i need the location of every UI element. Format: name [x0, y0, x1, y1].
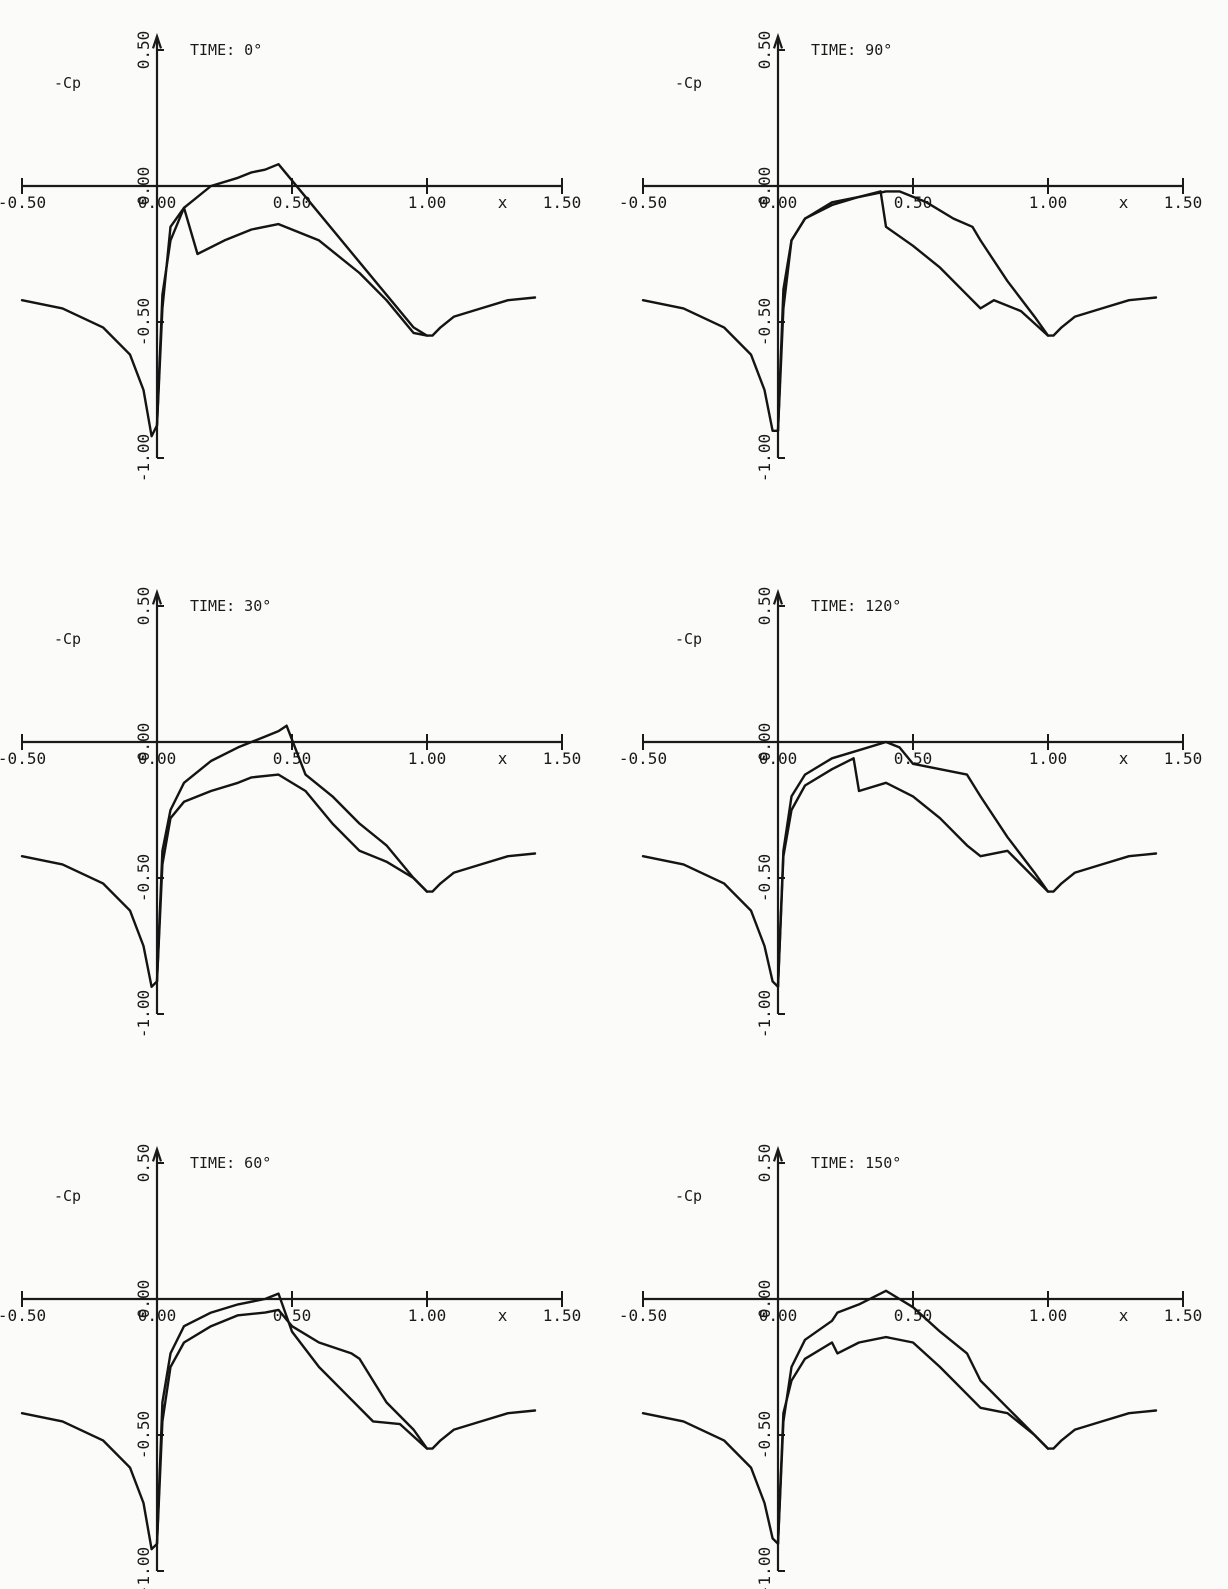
y-tick-label: 0.50: [134, 1144, 153, 1183]
series-line-upper-surface: [157, 1294, 427, 1544]
chart-panel-2: -0.50 0.00 0.50 1.00 1.500.500.00-0.50-1.00x…: [0, 587, 581, 1038]
chart-panel-6: -0.50 0.00 0.50 1.00 1.500.500.00-0.50-1.00x…: [619, 1144, 1202, 1589]
x-tick-label: 1.50: [543, 193, 582, 212]
y-tick-label: 0.50: [134, 31, 153, 70]
chart-title: TIME: 90°: [811, 41, 892, 59]
x-tick-label: -0.50: [619, 1306, 667, 1325]
x-tick-label: -0.50: [0, 193, 46, 212]
series-line-lower-surface: [643, 191, 1156, 430]
y-tick-label: -1.00: [134, 990, 153, 1038]
y-tick-label: -1.00: [134, 434, 153, 482]
y-tick-label: -1.00: [755, 434, 774, 482]
x-tick-label: 1.00: [1029, 749, 1068, 768]
x-tick-label: -0.50: [0, 749, 46, 768]
x-tick-label: 0.50: [894, 1306, 933, 1325]
series-line-upper-surface: [778, 1291, 1048, 1544]
y-tick-label: -0.50: [755, 1411, 774, 1459]
y-tick-label: -0.50: [755, 854, 774, 902]
chart-panel-5: -0.50 0.00 0.50 1.00 1.500.500.00-0.50-1.00x…: [619, 587, 1202, 1038]
chart-panel-3: -0.50 0.00 0.50 1.00 1.500.500.00-0.50-1.00x…: [0, 1144, 581, 1589]
series-line-lower-surface: [22, 775, 535, 987]
chart-title: TIME: 30°: [190, 597, 271, 615]
x-tick-label: -0.50: [619, 193, 667, 212]
x-axis-label: x: [498, 749, 508, 768]
y-axis-label: -Cp: [675, 1187, 702, 1205]
y-tick-label: 0.00: [755, 167, 774, 206]
y-axis-label: -Cp: [675, 74, 702, 92]
y-tick-label: 0.00: [755, 1280, 774, 1319]
x-tick-label: 0.50: [894, 749, 933, 768]
x-tick-label: 1.50: [1164, 749, 1203, 768]
chart-panel-1: -0.50 0.00 0.50 1.00 1.500.500.00-0.50-1.00x…: [0, 31, 581, 482]
x-tick-label: 1.50: [1164, 1306, 1203, 1325]
x-tick-label: 1.00: [408, 1306, 447, 1325]
y-tick-label: 0.50: [755, 587, 774, 626]
y-tick-label: -0.50: [134, 1411, 153, 1459]
y-tick-label: 0.00: [755, 723, 774, 762]
y-tick-label: 0.50: [134, 587, 153, 626]
x-tick-label: 1.50: [1164, 193, 1203, 212]
x-axis-label: x: [1119, 749, 1129, 768]
y-tick-label: -0.50: [755, 298, 774, 346]
y-tick-label: 0.50: [755, 31, 774, 70]
chart-title: TIME: 0°: [190, 41, 262, 59]
chart-title: TIME: 60°: [190, 1154, 271, 1172]
x-tick-label: -0.50: [619, 749, 667, 768]
y-tick-label: -0.50: [134, 298, 153, 346]
y-axis-label: -Cp: [675, 630, 702, 648]
series-line-lower-surface: [643, 1337, 1156, 1544]
x-tick-label: 1.50: [543, 1306, 582, 1325]
y-tick-label: 0.00: [134, 1280, 153, 1319]
x-axis-label: x: [498, 193, 508, 212]
y-tick-label: -0.50: [134, 854, 153, 902]
chart-title: TIME: 150°: [811, 1154, 901, 1172]
x-tick-label: 0.50: [273, 749, 312, 768]
y-axis-label: -Cp: [54, 74, 81, 92]
series-line-lower-surface: [22, 208, 535, 436]
x-tick-label: 1.00: [408, 193, 447, 212]
x-axis-label: x: [1119, 1306, 1129, 1325]
x-tick-label: -0.50: [0, 1306, 46, 1325]
series-line-upper-surface: [778, 191, 1048, 430]
x-tick-label: 1.00: [1029, 1306, 1068, 1325]
series-line-lower-surface: [22, 1310, 535, 1549]
y-tick-label: -1.00: [755, 990, 774, 1038]
x-tick-label: 1.00: [1029, 193, 1068, 212]
chart-title: TIME: 120°: [811, 597, 901, 615]
y-axis-label: -Cp: [54, 1187, 81, 1205]
y-axis-label: -Cp: [54, 630, 81, 648]
x-axis-label: x: [1119, 193, 1129, 212]
x-axis-label: x: [498, 1306, 508, 1325]
y-tick-label: 0.50: [755, 1144, 774, 1183]
y-tick-label: 0.00: [134, 167, 153, 206]
y-tick-label: -1.00: [755, 1547, 774, 1589]
x-tick-label: 1.00: [408, 749, 447, 768]
series-line-lower-surface: [643, 758, 1156, 987]
y-tick-label: -1.00: [134, 1547, 153, 1589]
y-tick-label: 0.00: [134, 723, 153, 762]
chart-panel-4: -0.50 0.00 0.50 1.00 1.500.500.00-0.50-1.00x…: [619, 31, 1202, 482]
x-tick-label: 1.50: [543, 749, 582, 768]
